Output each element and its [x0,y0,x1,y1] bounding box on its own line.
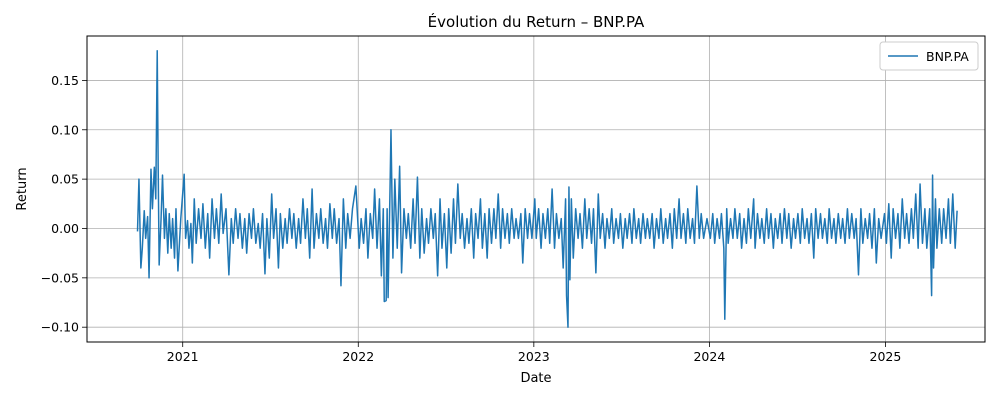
x-tick-label: 2025 [870,349,902,364]
x-tick-label: 2022 [342,349,374,364]
y-tick-label: 0.15 [51,73,79,88]
plot-area-frame [86,35,986,343]
y-axis: 0.15 0.10 0.05 0.00 −0.05 −0.10 [41,73,87,335]
legend-box [879,41,979,71]
x-axis: 2021 2022 2023 2024 2025 [167,342,902,364]
y-tick-label: 0.05 [51,172,79,187]
y-tick-label: 0.10 [51,122,79,137]
chart-title: Évolution du Return – BNP.PA [428,12,645,31]
legend-label-bnp-pa: BNP.PA [926,49,969,64]
y-tick-label: −0.10 [41,320,79,335]
x-tick-label: 2024 [693,349,725,364]
y-tick-label: 0.00 [51,221,79,236]
series-line-bnp-pa [136,50,958,328]
y-tick-label: −0.05 [41,270,79,285]
x-tick-label: 2023 [518,349,550,364]
legend: BNP.PA [879,41,979,71]
y-axis-label: Return [15,167,30,210]
x-axis-label: Date [520,371,551,386]
series-layer [136,50,958,328]
x-tick-label: 2021 [167,349,199,364]
